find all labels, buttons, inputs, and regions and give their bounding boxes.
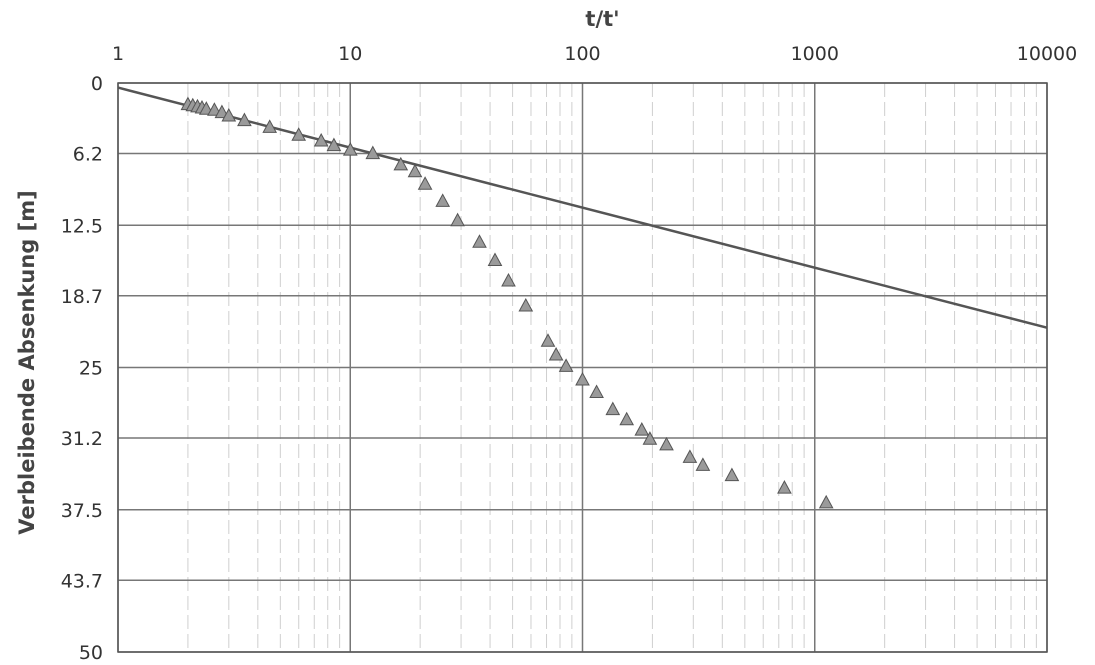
data-point: [548, 346, 564, 361]
x-tick-label: 1000: [791, 43, 839, 65]
y-tick-label: 50: [79, 642, 103, 664]
data-point: [214, 104, 230, 119]
x-axis-title: t/t': [585, 7, 619, 31]
data-point: [326, 137, 342, 152]
x-tick-label: 100: [564, 43, 600, 65]
x-tick-label: 10: [338, 43, 362, 65]
data-point: [518, 297, 534, 312]
data-point: [501, 272, 516, 287]
y-tick-label: 0: [91, 73, 103, 95]
y-tick-label: 31.2: [61, 428, 103, 450]
data-point: [365, 145, 381, 160]
data-point: [313, 132, 329, 147]
data-point: [634, 422, 650, 436]
x-tick-labels: 1 10 100 1000 10000: [112, 43, 1077, 65]
x-tick-label: 10000: [1017, 43, 1077, 65]
y-tick-label: 37.5: [61, 500, 103, 522]
data-point: [818, 494, 834, 509]
data-point: [589, 384, 604, 398]
data-point: [682, 449, 698, 463]
data-point: [695, 457, 711, 471]
data-point: [642, 431, 658, 445]
y-tick-label: 25: [79, 358, 103, 380]
y-tick-labels: 0 6.2 12.5 18.7 25 31.2 37.5 43.7 50: [61, 73, 103, 664]
x-tick-label: 1: [112, 43, 124, 65]
data-point: [450, 212, 465, 227]
data-point: [558, 358, 574, 372]
data-point: [221, 107, 237, 122]
data-point: [207, 102, 222, 116]
data-point: [237, 112, 252, 127]
y-tick-label: 6.2: [73, 144, 103, 166]
data-point: [393, 156, 409, 171]
data-point: [605, 401, 621, 416]
y-tick-label: 12.5: [61, 215, 103, 237]
data-point: [777, 480, 792, 494]
data-point: [291, 127, 307, 141]
data-points: [180, 96, 834, 509]
data-point: [198, 101, 214, 115]
data-point: [407, 163, 423, 178]
data-point: [487, 252, 503, 266]
data-point: [540, 333, 556, 347]
y-axis-title: Verbleibende Absenkung [m]: [15, 190, 39, 534]
y-tick-label: 43.7: [61, 570, 103, 592]
data-point: [342, 142, 358, 156]
data-point: [659, 436, 674, 451]
y-tick-label: 18.7: [61, 286, 103, 308]
data-point: [417, 176, 433, 190]
data-point: [435, 193, 451, 207]
data-point: [575, 371, 590, 386]
data-point: [472, 234, 487, 248]
data-point: [262, 119, 278, 133]
plot-frame: [117, 82, 1048, 653]
data-point: [619, 411, 635, 426]
data-point: [724, 467, 740, 482]
